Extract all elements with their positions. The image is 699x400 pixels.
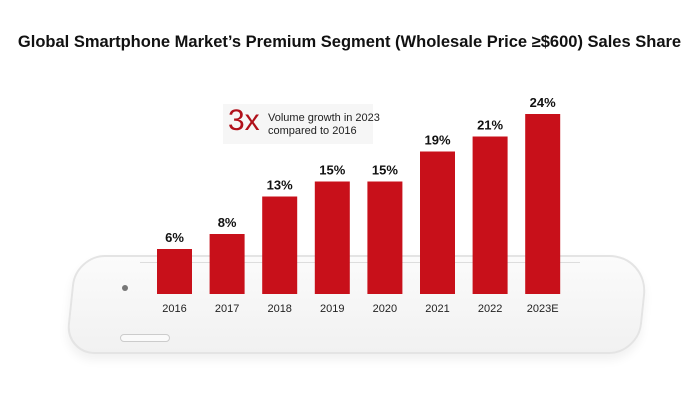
x-tick-label: 2021	[425, 303, 449, 315]
data-label: 15%	[319, 163, 345, 178]
annotation-box	[223, 104, 373, 144]
bar-2020	[367, 181, 403, 294]
x-tick-label: 2023E	[527, 303, 559, 315]
annotation-multiplier: 3x	[228, 104, 260, 137]
chart-title: Global Smartphone Market’s Premium Segme…	[17, 33, 682, 51]
data-label: 13%	[267, 178, 293, 193]
bar-2016	[157, 249, 192, 294]
bar-2022	[472, 136, 508, 294]
bar-2017	[209, 234, 245, 294]
data-label: 8%	[218, 215, 237, 230]
data-label: 6%	[165, 230, 184, 245]
bar-2019	[314, 181, 350, 294]
home-button-icon	[120, 334, 170, 342]
x-tick-label: 2016	[162, 303, 186, 315]
bar-2018	[262, 196, 298, 294]
annotation-line-1: Volume growth in 2023	[268, 112, 380, 124]
data-label: 19%	[424, 133, 450, 148]
data-label: 21%	[477, 118, 503, 133]
camera-icon	[122, 285, 128, 291]
x-tick-label: 2019	[320, 303, 344, 315]
annotation-line-2: compared to 2016	[268, 125, 357, 137]
annotation-text: Volume growth in 2023 compared to 2016	[268, 112, 388, 138]
x-tick-label: 2020	[373, 303, 397, 315]
data-label: 15%	[372, 163, 398, 178]
bar-2021	[420, 151, 455, 294]
x-tick-label: 2017	[215, 303, 239, 315]
data-label: 24%	[530, 95, 556, 110]
bar-2023E	[525, 114, 561, 294]
x-tick-label: 2018	[267, 303, 291, 315]
x-tick-label: 2022	[478, 303, 502, 315]
phone-screen-edge	[140, 262, 580, 331]
